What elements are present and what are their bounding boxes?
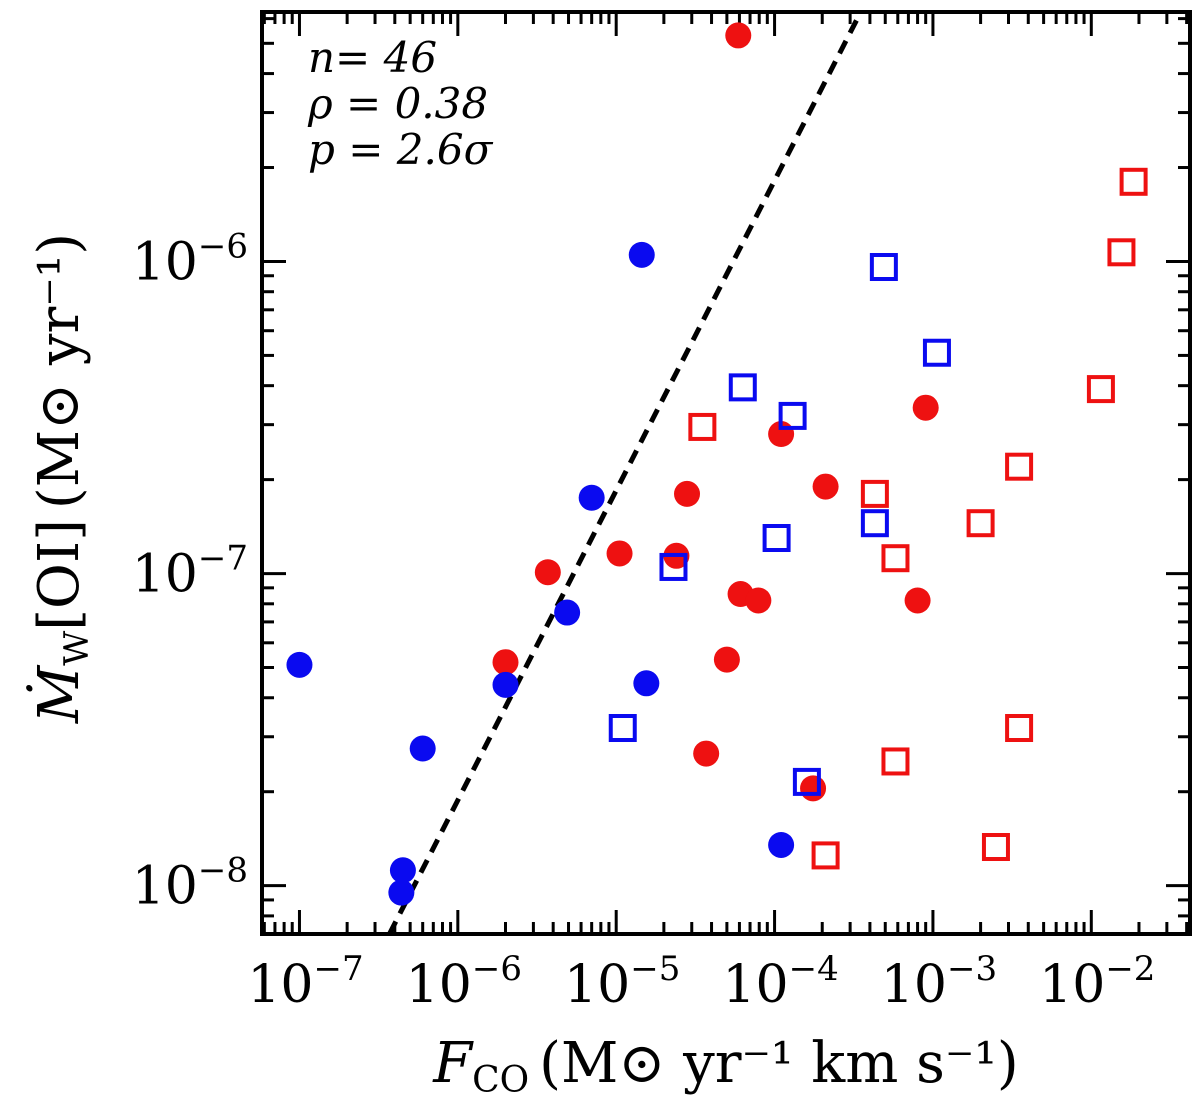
y-tick-label-base: 10	[132, 545, 198, 605]
data-point-blue-open-squares	[608, 714, 637, 743]
series-red-open-squares	[688, 167, 1148, 870]
stat-n: n= 46	[308, 33, 437, 82]
data-point-red-open-squares	[1086, 375, 1115, 404]
x-tick-label-base: 10	[406, 955, 472, 1015]
data-point-blue-open-squares	[922, 338, 951, 367]
data-point-red-open-squares	[811, 841, 840, 870]
fit-line-group	[387, 10, 863, 936]
data-point-blue-open-squares	[792, 767, 821, 796]
x-tick-label-base: 10	[881, 955, 947, 1015]
y-tick-label-exponent: −6	[198, 226, 248, 266]
x-tick-label-exponent: −4	[789, 949, 839, 989]
data-point-red-open-squares	[966, 509, 995, 538]
x-tick-label: 10−6	[406, 949, 522, 1015]
data-point-red-open-squares	[1119, 167, 1148, 196]
data-point-blue-filled-circles	[388, 879, 415, 906]
data-point-blue-filled-circles	[768, 831, 795, 858]
data-point-red-filled-circles	[912, 394, 939, 421]
x-tick-label-base: 10	[564, 955, 630, 1015]
stat-rho: ρ = 0.38	[307, 79, 488, 128]
series-blue-filled-circles	[286, 241, 795, 906]
data-point-blue-open-squares	[778, 401, 807, 430]
x-tick-label-exponent: −3	[947, 949, 997, 989]
x-tick-label-exponent: −6	[472, 949, 522, 989]
data-point-blue-filled-circles	[286, 651, 313, 678]
data-point-red-filled-circles	[800, 775, 827, 802]
data-point-blue-filled-circles	[633, 670, 660, 697]
x-tick-label-exponent: −5	[630, 949, 680, 989]
data-point-blue-open-squares	[869, 253, 898, 282]
x-tick-label: 10−5	[564, 949, 680, 1015]
fit-line	[387, 10, 863, 936]
y-tick-label-base: 10	[132, 232, 198, 292]
data-point-red-open-squares	[881, 747, 910, 776]
data-point-red-filled-circles	[904, 587, 931, 614]
data-point-red-filled-circles	[745, 587, 772, 614]
data-point-red-open-squares	[981, 833, 1010, 862]
y-axis-units: (M⊙ yr⁻¹)	[27, 233, 92, 509]
data-point-red-filled-circles	[725, 22, 752, 49]
data-point-red-filled-circles	[534, 559, 561, 586]
x-tick-labels: 10−7 10−6 10−5 10−4 10−3 10−2	[247, 949, 1155, 1015]
series-red-filled-circles	[492, 22, 939, 802]
y-tick-label-exponent: −8	[198, 851, 248, 891]
x-tick-label-exponent: −7	[313, 949, 363, 989]
x-tick-label-exponent: −2	[1105, 949, 1155, 989]
x-tick-label: 10−7	[247, 949, 363, 1015]
data-point-red-filled-circles	[606, 540, 633, 567]
data-point-blue-filled-circles	[492, 671, 519, 698]
y-axis-subscript: W	[57, 631, 97, 666]
y-axis-title: ṀW[OI] (M⊙ yr⁻¹)	[26, 233, 97, 724]
data-point-blue-filled-circles	[409, 735, 436, 762]
data-point-red-filled-circles	[492, 649, 519, 676]
x-tick-label: 10−2	[1039, 949, 1155, 1015]
y-axis-species: [OI]	[27, 519, 92, 631]
x-tick-label-base: 10	[1039, 955, 1105, 1015]
x-tick-label-base: 10	[247, 955, 313, 1015]
data-point-red-filled-circles	[713, 646, 740, 673]
data-point-red-open-squares	[1005, 452, 1034, 481]
x-axis-subscript: CO	[472, 1060, 529, 1101]
data-point-red-filled-circles	[812, 473, 839, 500]
data-point-red-open-squares	[688, 412, 717, 441]
data-point-blue-filled-circles	[628, 241, 655, 268]
series-blue-open-squares	[608, 253, 951, 796]
data-point-blue-open-squares	[762, 524, 791, 553]
y-axis-symbol: Ṁ	[26, 664, 92, 724]
plot-frame	[260, 10, 1192, 936]
data-point-blue-filled-circles	[554, 599, 581, 626]
x-axis-symbol: F	[432, 1031, 474, 1096]
data-point-red-open-squares	[1107, 238, 1136, 267]
data-point-blue-filled-circles	[389, 857, 416, 884]
data-point-blue-open-squares	[728, 373, 757, 402]
y-tick-label: 10−6	[132, 226, 248, 292]
data-point-blue-open-squares	[860, 509, 889, 538]
data-points	[286, 22, 1148, 906]
data-point-red-open-squares	[1005, 714, 1034, 743]
data-point-blue-open-squares	[659, 552, 688, 581]
x-tick-label-base: 10	[722, 955, 788, 1015]
x-tick-label: 10−3	[881, 949, 997, 1015]
data-point-red-filled-circles	[674, 480, 701, 507]
x-axis-title: FCO (M⊙ yr⁻¹ km s⁻¹)	[432, 1031, 1018, 1101]
x-axis-units: (M⊙ yr⁻¹ km s⁻¹)	[539, 1031, 1019, 1096]
data-point-red-filled-circles	[693, 740, 720, 767]
y-tick-label: 10−8	[132, 851, 248, 917]
y-tick-label: 10−7	[132, 539, 248, 605]
y-tick-labels: 10−810−710−6	[132, 226, 248, 916]
x-tick-label: 10−4	[722, 949, 838, 1015]
stat-p: p = 2.6σ	[308, 125, 494, 174]
data-point-red-open-squares	[881, 544, 910, 573]
data-point-red-open-squares	[860, 479, 889, 508]
y-tick-label-base: 10	[132, 857, 198, 917]
data-point-blue-filled-circles	[578, 484, 605, 511]
y-tick-label-exponent: −7	[198, 539, 248, 579]
